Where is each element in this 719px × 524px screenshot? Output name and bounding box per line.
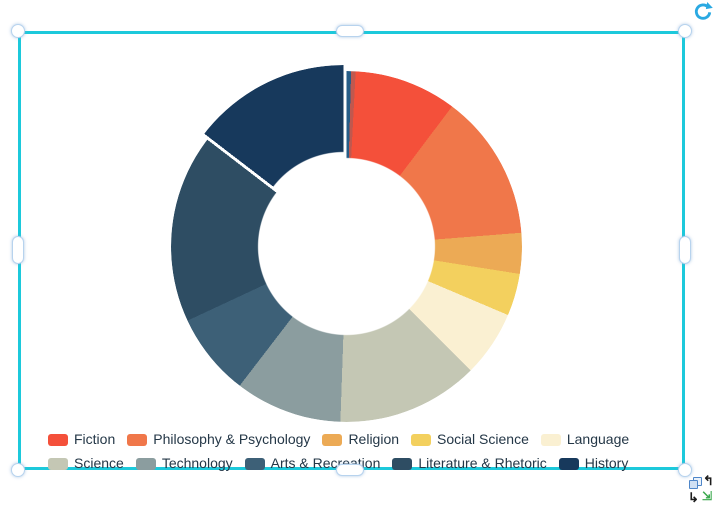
legend-label: Fiction [74, 431, 116, 447]
legend-swatch [322, 433, 343, 446]
legend-item-technology[interactable]: Technology [135, 455, 233, 472]
resize-handle-n[interactable] [336, 25, 364, 37]
legend-label: Technology [161, 455, 233, 471]
legend-label: History [584, 455, 629, 471]
legend-swatch [135, 457, 156, 470]
resize-diagonal-icon[interactable]: ⇲ [702, 489, 713, 503]
legend-swatch [558, 457, 579, 470]
chart-legend: Fiction Philosophy & Psychology Religion… [48, 431, 629, 479]
legend-item-literature-rhetoric[interactable]: Literature & Rhetoric [392, 455, 547, 472]
legend-label: Literature & Rhetoric [418, 455, 547, 471]
legend-item-language[interactable]: Language [540, 431, 630, 448]
resize-handle-sw[interactable] [11, 463, 25, 477]
legend-row: Science Technology Arts & Recreation Lit… [48, 455, 629, 472]
quick-tools: ↰ ↳ ⇲ [688, 474, 718, 508]
arrow-down-right-icon[interactable]: ↳ [688, 490, 699, 505]
resize-handle-nw[interactable] [11, 24, 25, 38]
legend-item-philosophy-psychology[interactable]: Philosophy & Psychology [127, 431, 310, 448]
legend-swatch [48, 457, 68, 470]
duplicate-icon[interactable] [689, 477, 703, 491]
duplicate-front-square [689, 480, 698, 489]
legend-swatch [540, 433, 561, 446]
resize-handle-se[interactable] [678, 463, 692, 477]
legend-label: Science [74, 455, 124, 471]
arrow-up-left-icon[interactable]: ↰ [703, 473, 714, 488]
legend-swatch [127, 433, 148, 446]
legend-swatch [244, 457, 265, 470]
legend-label: Religion [348, 431, 400, 447]
resize-handle-w[interactable] [12, 236, 24, 264]
resize-handle-e[interactable] [679, 236, 691, 264]
legend-label: Philosophy & Psychology [153, 431, 311, 447]
legend-row: Fiction Philosophy & Psychology Religion… [48, 431, 629, 448]
donut-segment-history[interactable] [168, 65, 519, 416]
legend-swatch [392, 457, 413, 470]
legend-label: Social Science [437, 431, 529, 447]
rotate-icon[interactable] [692, 1, 714, 23]
legend-swatch [411, 433, 432, 446]
resize-handle-s[interactable] [336, 464, 364, 476]
legend-item-fiction[interactable]: Fiction [48, 431, 115, 448]
legend-item-religion[interactable]: Religion [322, 431, 399, 448]
legend-label: Language [566, 431, 630, 447]
legend-swatch [48, 433, 68, 446]
legend-item-history[interactable]: History [558, 455, 629, 472]
legend-item-science[interactable]: Science [48, 455, 124, 472]
legend-item-social-science[interactable]: Social Science [411, 431, 529, 448]
resize-handle-ne[interactable] [678, 24, 692, 38]
